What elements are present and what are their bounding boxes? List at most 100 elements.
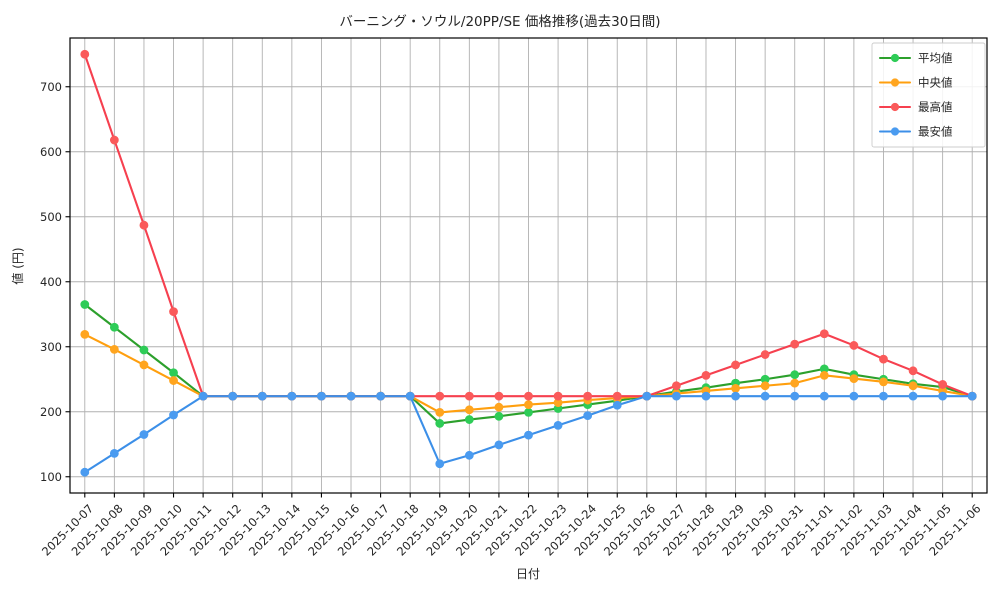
legend-marker — [890, 102, 900, 112]
data-point — [849, 341, 859, 350]
data-point — [879, 377, 888, 387]
data-point — [435, 407, 445, 417]
data-point — [524, 400, 533, 409]
data-point — [524, 391, 533, 401]
data-point — [612, 400, 622, 410]
data-point — [109, 448, 119, 458]
data-point — [109, 135, 119, 145]
data-point — [760, 381, 770, 391]
data-point — [464, 415, 474, 424]
data-point — [494, 440, 504, 450]
data-point — [139, 220, 149, 230]
x-axis-label: 日付 — [516, 567, 540, 581]
data-point — [435, 459, 445, 469]
data-point — [553, 391, 563, 401]
data-point — [908, 381, 918, 391]
data-point — [819, 370, 829, 380]
data-point — [139, 345, 149, 355]
data-point — [583, 411, 593, 421]
y-axis-tick-labels: 100 200 300 400 500 600 700 — [40, 80, 62, 484]
data-point — [790, 339, 800, 349]
data-point — [967, 391, 977, 401]
data-point — [80, 329, 90, 339]
data-point — [819, 329, 829, 339]
data-point — [731, 391, 740, 401]
legend-marker — [890, 78, 900, 87]
y-tick-label: 500 — [40, 210, 62, 224]
data-point — [642, 391, 652, 401]
data-point — [464, 391, 474, 401]
data-point — [938, 391, 948, 401]
data-point — [908, 391, 918, 401]
data-point — [553, 420, 563, 430]
data-point — [435, 391, 445, 401]
data-point — [494, 402, 504, 412]
data-point — [731, 383, 740, 393]
legend-label: 平均値 — [918, 51, 953, 65]
legend-label: 最安値 — [918, 125, 953, 139]
axis-tickmarks — [65, 86, 973, 498]
data-point — [494, 411, 504, 421]
data-series-layer — [80, 49, 977, 477]
data-point — [169, 307, 178, 317]
data-point — [80, 300, 90, 309]
y-tick-label: 300 — [40, 340, 62, 354]
legend-label: 最高値 — [918, 100, 953, 114]
data-point — [672, 381, 681, 391]
data-point — [524, 407, 533, 417]
data-point — [376, 391, 385, 401]
data-point — [257, 391, 267, 401]
data-point — [938, 380, 948, 389]
data-point — [494, 391, 504, 401]
data-point — [819, 391, 829, 401]
data-point — [701, 370, 711, 380]
data-point — [287, 391, 297, 401]
data-point — [169, 410, 178, 420]
y-tick-label: 700 — [40, 80, 62, 94]
series-4 — [80, 391, 977, 477]
data-point — [701, 391, 711, 401]
data-point — [169, 368, 178, 378]
data-point — [790, 378, 800, 388]
data-point — [524, 430, 533, 440]
data-point — [346, 391, 356, 401]
data-point — [405, 391, 415, 401]
data-point — [731, 360, 740, 370]
legend-marker — [890, 127, 900, 136]
data-point — [464, 405, 474, 415]
legend-marker — [890, 53, 900, 63]
data-point — [80, 467, 90, 477]
y-tick-label: 100 — [40, 470, 62, 484]
y-tick-label: 400 — [40, 275, 62, 289]
data-point — [760, 350, 770, 359]
data-point — [879, 354, 888, 364]
legend-label: 中央値 — [918, 76, 953, 90]
data-point — [760, 391, 770, 401]
legend-item-4[interactable]: 最安値 — [878, 125, 953, 139]
y-tick-label: 200 — [40, 405, 62, 419]
data-point — [672, 391, 681, 401]
y-axis-label: 値 (円) — [10, 247, 25, 284]
legend-item-2[interactable]: 中央値 — [878, 76, 953, 90]
data-point — [435, 419, 445, 428]
data-point — [849, 374, 859, 383]
data-point — [790, 391, 800, 401]
legend-item-1[interactable]: 平均値 — [878, 51, 953, 65]
data-point — [849, 391, 859, 401]
data-point — [790, 370, 800, 380]
plot-area-border — [69, 37, 988, 494]
data-point — [198, 391, 208, 401]
legend-item-3[interactable]: 最高値 — [878, 100, 953, 114]
data-point — [139, 360, 149, 370]
y-tick-label: 600 — [40, 145, 62, 159]
chart-title: バーニング・ソウル/20PP/SE 価格推移(過去30日間) — [339, 14, 660, 30]
data-point — [583, 391, 593, 401]
data-point — [109, 344, 119, 354]
data-point — [109, 322, 119, 332]
data-point — [317, 391, 326, 401]
data-point — [464, 450, 474, 460]
